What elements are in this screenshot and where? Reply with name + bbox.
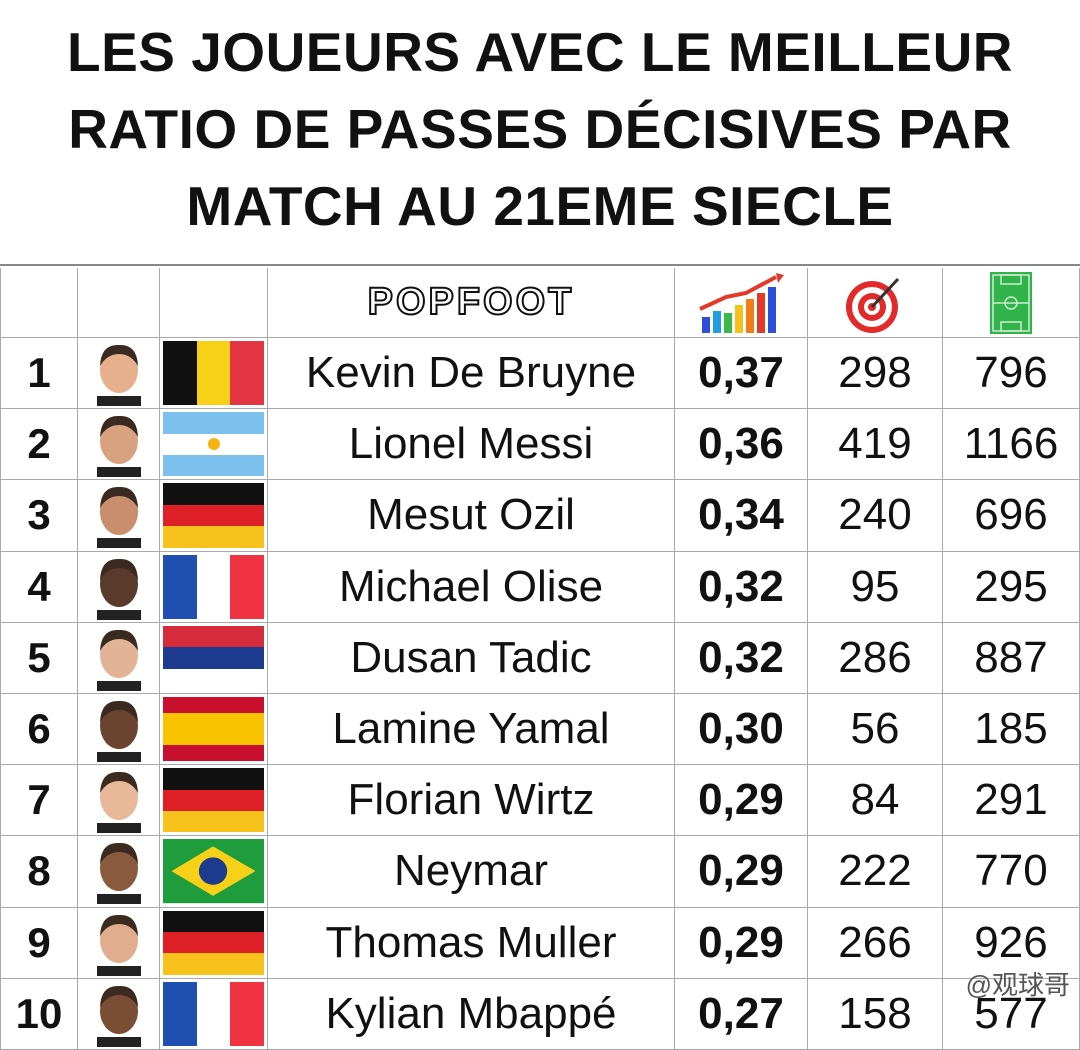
photo: [96, 629, 141, 691]
icon: [990, 271, 1032, 334]
assists: 286: [808, 622, 943, 694]
logo: POPFOOT: [268, 268, 675, 338]
player-photo: [78, 694, 160, 766]
photo: [96, 558, 141, 620]
icon: [699, 272, 784, 333]
header-cell: [160, 268, 268, 338]
flag: [160, 551, 268, 623]
photo: [96, 701, 141, 763]
player-name: Kylian Mbappé: [268, 978, 675, 1050]
matches: 696: [943, 480, 1080, 552]
player-name: Dusan Tadic: [268, 622, 675, 694]
player-name: Thomas Muller: [268, 907, 675, 979]
matches: 185: [943, 694, 1080, 766]
photo: [96, 985, 141, 1047]
assists: 56: [808, 694, 943, 766]
rank: 6: [0, 694, 78, 766]
matches: 796: [943, 338, 1080, 410]
assist-ratio: 0,37: [675, 338, 808, 410]
rank: 7: [0, 765, 78, 837]
rank: 5: [0, 622, 78, 694]
player-photo: [78, 622, 160, 694]
photo: [96, 843, 141, 905]
player-photo: [78, 338, 160, 410]
icon-assists: [808, 268, 943, 338]
header-cell: [0, 268, 78, 338]
photo: [96, 772, 141, 834]
matches: 887: [943, 622, 1080, 694]
matches: 926: [943, 907, 1080, 979]
assist-ratio: 0,32: [675, 622, 808, 694]
icon-matches: [943, 268, 1080, 338]
matches: 291: [943, 765, 1080, 837]
flag-sun: [208, 438, 220, 451]
title-block: LES JOUEURS AVEC LE MEILLEUR RATIO DE PA…: [0, 0, 1080, 266]
matches: 770: [943, 836, 1080, 908]
assist-ratio: 0,27: [675, 978, 808, 1050]
player-name: Mesut Ozil: [268, 480, 675, 552]
assist-ratio: 0,30: [675, 694, 808, 766]
rank: 1: [0, 338, 78, 410]
title-line: MATCH AU 21EME SIECLE: [186, 175, 894, 237]
rank: 3: [0, 480, 78, 552]
player-photo: [78, 551, 160, 623]
photo: [96, 914, 141, 976]
rank: 2: [0, 409, 78, 481]
player-photo: [78, 907, 160, 979]
title-line: LES JOUEURS AVEC LE MEILLEUR: [66, 21, 1014, 83]
icon-ratio: [675, 268, 808, 338]
assist-ratio: 0,34: [675, 480, 808, 552]
assists: 419: [808, 409, 943, 481]
assists: 298: [808, 338, 943, 410]
player-photo: [78, 409, 160, 481]
flag: [160, 978, 268, 1050]
player-name: Michael Olise: [268, 551, 675, 623]
matches: 295: [943, 551, 1080, 623]
rank: 4: [0, 551, 78, 623]
photo: [96, 416, 141, 478]
flag: [160, 765, 268, 837]
player-name: Florian Wirtz: [268, 765, 675, 837]
flag: [160, 836, 268, 908]
watermark: @观球哥: [965, 970, 1070, 1000]
player-name: Lamine Yamal: [268, 694, 675, 766]
rank: 8: [0, 836, 78, 908]
player-name: Lionel Messi: [268, 409, 675, 481]
flag: [160, 694, 268, 766]
assist-ratio: 0,29: [675, 836, 808, 908]
assists: 266: [808, 907, 943, 979]
assists: 84: [808, 765, 943, 837]
player-photo: [78, 836, 160, 908]
flag: [160, 907, 268, 979]
matches: 1166: [943, 409, 1080, 481]
title-line: RATIO DE PASSES DÉCISIVES PAR: [68, 98, 1012, 160]
assists: 95: [808, 551, 943, 623]
assist-ratio: 0,36: [675, 409, 808, 481]
player-photo: [78, 978, 160, 1050]
icon: [846, 277, 900, 333]
assist-ratio: 0,29: [675, 765, 808, 837]
flag: [160, 480, 268, 552]
header-cell: [78, 268, 160, 338]
player-photo: [78, 480, 160, 552]
flag: [160, 622, 268, 694]
player-name: Neymar: [268, 836, 675, 908]
player-photo: [78, 765, 160, 837]
assists: 158: [808, 978, 943, 1050]
photo: [96, 345, 141, 407]
rank: 10: [0, 978, 78, 1050]
flag: [160, 338, 268, 410]
assists: 222: [808, 836, 943, 908]
photo: [96, 487, 141, 549]
rank: 9: [0, 907, 78, 979]
flag: [160, 409, 268, 481]
assist-ratio: 0,29: [675, 907, 808, 979]
assists: 240: [808, 480, 943, 552]
player-name: Kevin De Bruyne: [268, 338, 675, 410]
assist-ratio: 0,32: [675, 551, 808, 623]
